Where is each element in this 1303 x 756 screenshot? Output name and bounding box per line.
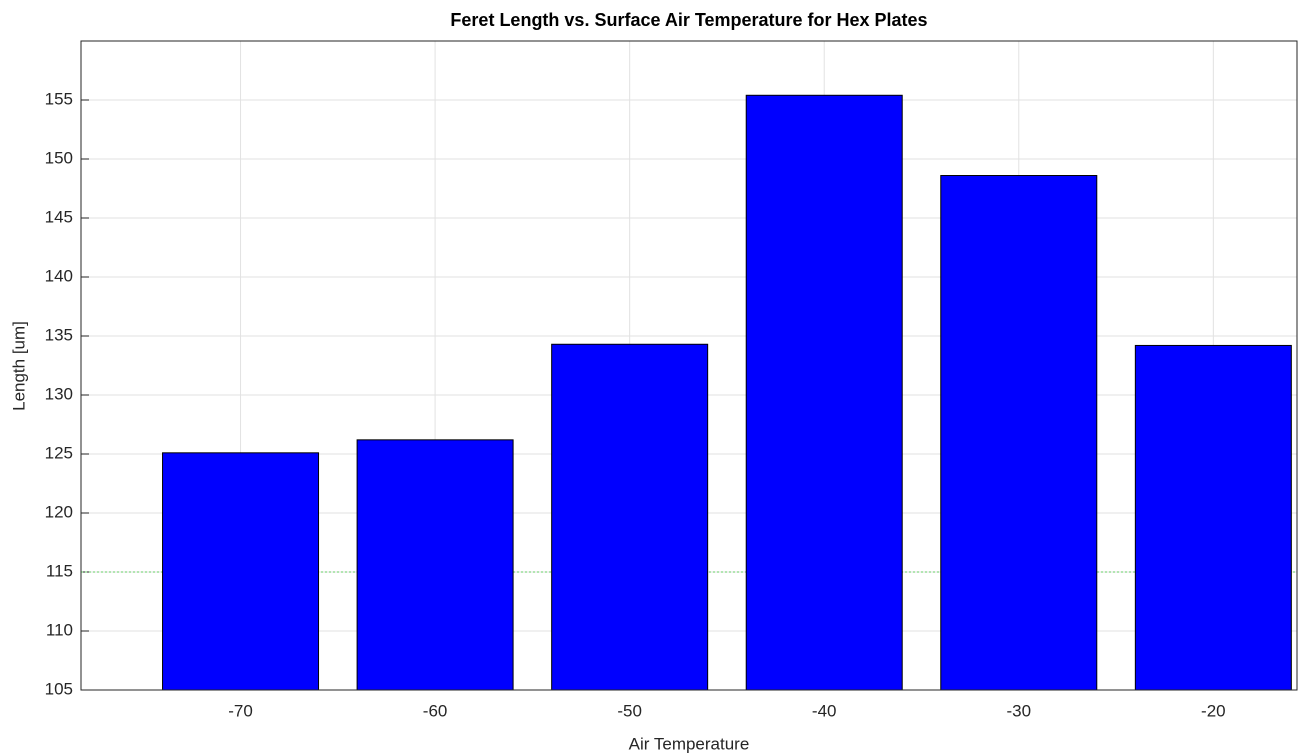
- x-tick-label: -20: [1201, 701, 1226, 720]
- y-tick-label: 130: [45, 384, 73, 403]
- y-tick-label: 125: [45, 443, 73, 462]
- y-tick-label: 120: [45, 502, 73, 521]
- x-tick-label: -40: [812, 701, 837, 720]
- y-tick-label: 155: [45, 89, 73, 108]
- y-tick-label: 105: [45, 679, 73, 698]
- y-tick-label: 145: [45, 207, 73, 226]
- bar: [162, 452, 320, 691]
- chart-title: Feret Length vs. Surface Air Temperature…: [450, 10, 927, 30]
- y-tick-label: 115: [46, 561, 73, 580]
- x-tick-label: -60: [423, 701, 448, 720]
- y-tick-label: 140: [45, 266, 73, 285]
- plot-frame: [80, 40, 1298, 691]
- x-tick-label: -50: [617, 701, 642, 720]
- bar: [1134, 344, 1292, 691]
- bar: [551, 343, 709, 691]
- x-tick-label: -70: [228, 701, 253, 720]
- bar: [745, 94, 903, 691]
- y-axis-label: Length [um]: [9, 321, 28, 411]
- y-tick-label: 110: [46, 620, 73, 639]
- x-axis-label: Air Temperature: [629, 734, 750, 753]
- y-tick-label: 150: [45, 148, 73, 167]
- bar: [356, 439, 514, 691]
- y-tick-label: 135: [45, 325, 73, 344]
- bar: [940, 175, 1098, 691]
- x-tick-label: -30: [1006, 701, 1031, 720]
